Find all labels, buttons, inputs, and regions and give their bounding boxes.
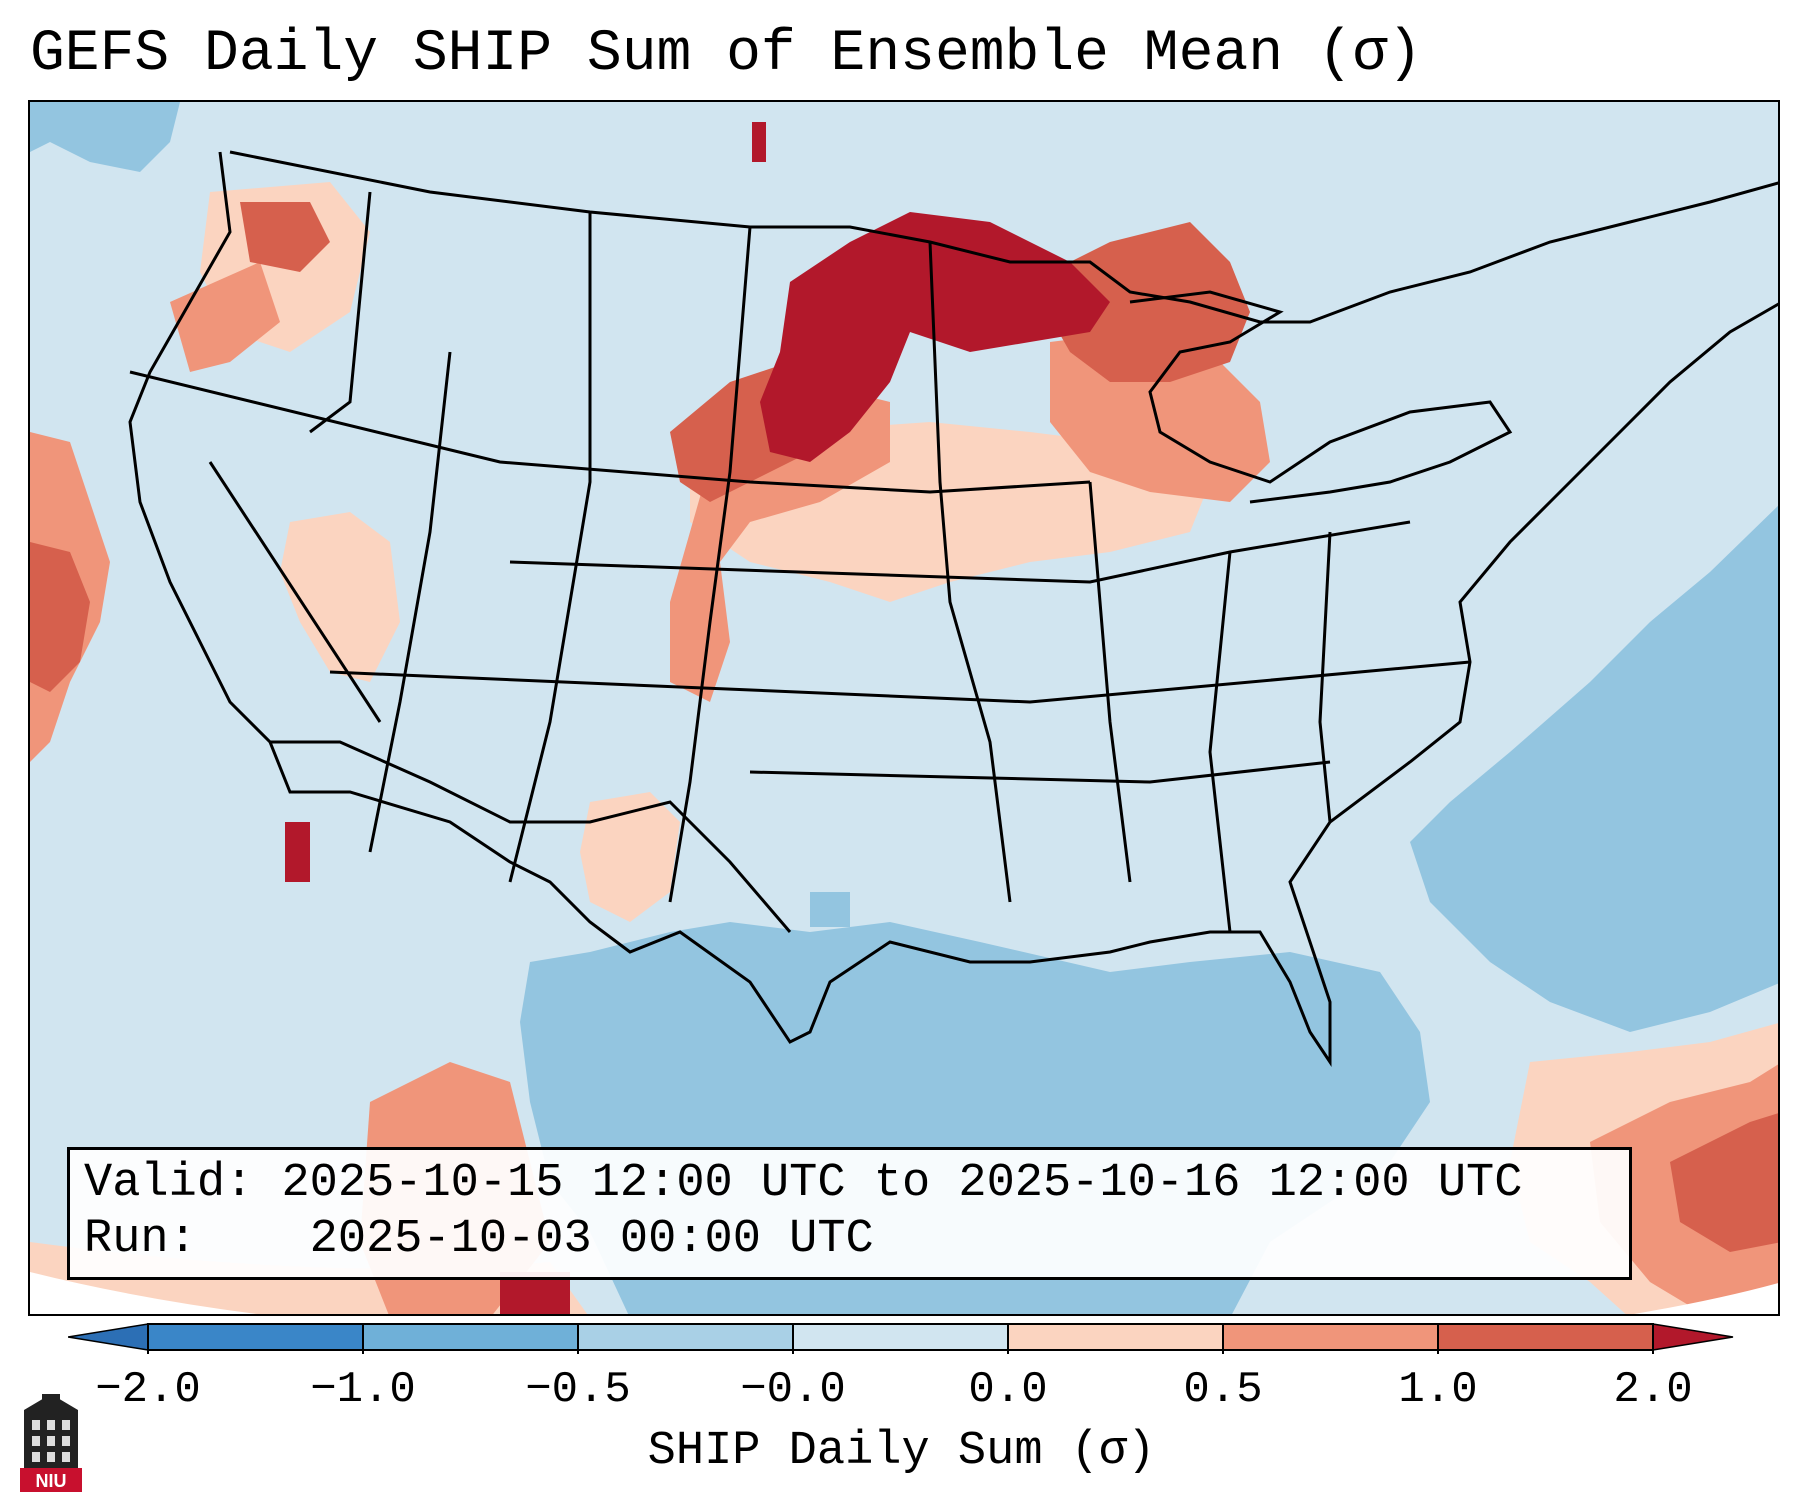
state-line-6 <box>928 241 1012 903</box>
state-line-5 <box>668 226 752 903</box>
projection-corner-right <box>1634 1283 1778 1314</box>
western-atlantic-anomaly <box>1410 505 1778 1032</box>
valid-run-info-box: Valid: 2025-10-15 12:00 UTC to 2025-10-1… <box>67 1147 1632 1280</box>
canada-dark-red-spot <box>752 122 766 162</box>
colorbar-tick-label: 0.0 <box>968 1365 1048 1415</box>
northwest-pacific-anomaly <box>30 102 180 172</box>
map-panel <box>28 100 1780 1316</box>
california-red-anomaly <box>30 542 90 692</box>
valid-label: Valid: <box>84 1157 254 1210</box>
colorado-newmexico-anomaly <box>580 792 680 922</box>
colorbar-seg-0 <box>148 1324 363 1350</box>
great-lakes-outline <box>1129 290 1513 504</box>
map-boundaries <box>128 150 1778 1067</box>
colorbar-tick-label: −2.0 <box>95 1365 201 1415</box>
oregon-anomaly <box>170 262 280 372</box>
colorbar-title: SHIP Daily Sum (σ) <box>647 1425 1156 1478</box>
mexico-border <box>270 740 792 933</box>
state-line-4 <box>508 212 592 883</box>
colorbar-seg-1 <box>363 1324 578 1350</box>
colorbar-seg-6 <box>1438 1324 1653 1350</box>
state-line-12 <box>1318 531 1332 823</box>
niu-logo-icon: NIU <box>20 1394 82 1492</box>
colorbar-tick-label: −1.0 <box>310 1365 416 1415</box>
colorbar-tick-label: 2.0 <box>1613 1365 1693 1415</box>
projection-corner-left <box>30 1272 258 1314</box>
state-line-11 <box>1208 551 1232 933</box>
colorbar-extend-high <box>1652 1323 1734 1351</box>
colorbar-seg-5 <box>1223 1324 1438 1350</box>
state-line-2 <box>129 370 1091 494</box>
caribbean-red-anomaly <box>1670 1113 1778 1252</box>
colorbar-tick-label: 1.0 <box>1398 1365 1478 1415</box>
state-line-8 <box>509 520 1411 584</box>
state-line-13 <box>208 461 382 723</box>
utah-idaho-anomaly <box>280 512 400 682</box>
run-label: Run: <box>84 1213 197 1266</box>
colorbar-seg-3 <box>793 1324 1008 1350</box>
washington-red-anomaly <box>240 202 330 272</box>
map-title: GEFS Daily SHIP Sum of Ensemble Mean (σ) <box>30 22 1423 87</box>
colorbar <box>68 1323 1734 1354</box>
colorbar-tick-label: −0.5 <box>525 1365 631 1415</box>
colorbar-seg-2 <box>578 1324 793 1350</box>
logo-text: NIU <box>36 1471 67 1491</box>
colorbar-extend-low <box>68 1323 149 1351</box>
mexico-small-anomaly <box>810 892 850 927</box>
colorbar-seg-4 <box>1008 1324 1223 1350</box>
state-line-1 <box>309 191 372 434</box>
usa-outline <box>128 151 1778 1067</box>
colorbar-tick-label: −0.0 <box>740 1365 846 1415</box>
baja-red-spot <box>285 822 310 882</box>
state-line-10 <box>1088 481 1132 883</box>
colorbar-tick-label: 0.5 <box>1183 1365 1263 1415</box>
map-canvas <box>30 102 1778 1314</box>
state-line-9 <box>749 760 1331 784</box>
state-line-3 <box>368 351 452 853</box>
valid-value: 2025-10-15 12:00 UTC to 2025-10-16 12:00… <box>281 1157 1523 1210</box>
run-value: 2025-10-03 00:00 UTC <box>309 1213 874 1266</box>
